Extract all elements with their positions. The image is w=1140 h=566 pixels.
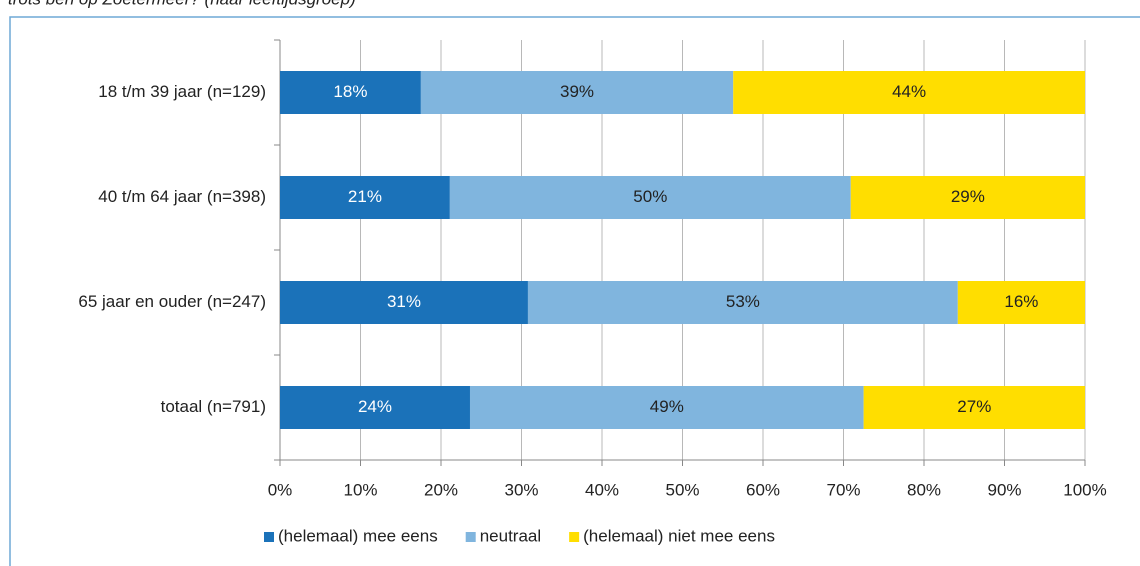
data-label: 18%: [333, 82, 367, 101]
y-tick-label: 18 t/m 39 jaar (n=129): [98, 82, 266, 101]
legend-label: neutraal: [480, 526, 541, 545]
data-label: 16%: [1004, 292, 1038, 311]
y-tick-label: totaal (n=791): [161, 397, 266, 416]
bar-segment: [280, 386, 470, 429]
x-tick-label: 100%: [1063, 480, 1106, 499]
x-tick-label: 70%: [826, 480, 860, 499]
legend-label: (helemaal) niet mee eens: [583, 526, 775, 545]
frame: [9, 16, 1140, 566]
chart-title: trots ben op Zoetermeer? (naar leeftijds…: [8, 0, 356, 8]
bar-segment: [469, 386, 864, 429]
bar-segment: [280, 281, 528, 324]
bar-segment: [280, 71, 421, 114]
bar-segment: [420, 71, 734, 114]
x-tick-label: 80%: [907, 480, 941, 499]
data-label: 27%: [957, 397, 991, 416]
bar-segment: [449, 176, 851, 219]
data-label: 29%: [951, 187, 985, 206]
data-label: 49%: [650, 397, 684, 416]
x-tick-label: 20%: [424, 480, 458, 499]
y-tick-label: 40 t/m 64 jaar (n=398): [98, 187, 266, 206]
x-tick-label: 0%: [268, 480, 293, 499]
x-tick-label: 60%: [746, 480, 780, 499]
bar-segment: [280, 176, 450, 219]
x-tick-label: 40%: [585, 480, 619, 499]
legend-swatch: [569, 532, 580, 542]
x-tick-label: 90%: [987, 480, 1021, 499]
bar-segment: [863, 386, 1085, 429]
data-label: 53%: [726, 292, 760, 311]
bar-segment: [733, 71, 1085, 114]
data-label: 50%: [633, 187, 667, 206]
bar-segment: [957, 281, 1085, 324]
data-label: 24%: [358, 397, 392, 416]
bar-segment: [850, 176, 1085, 219]
x-tick-label: 10%: [343, 480, 377, 499]
data-label: 21%: [348, 187, 382, 206]
data-label: 39%: [560, 82, 594, 101]
legend-swatch: [264, 532, 274, 542]
data-label: 31%: [387, 292, 421, 311]
x-tick-label: 30%: [504, 480, 538, 499]
x-tick-label: 50%: [665, 480, 699, 499]
data-label: 44%: [892, 82, 926, 101]
legend-label: (helemaal) mee eens: [278, 526, 438, 545]
y-tick-label: 65 jaar en ouder (n=247): [78, 292, 266, 311]
bar-segment: [527, 281, 958, 324]
legend-swatch: [465, 532, 476, 542]
